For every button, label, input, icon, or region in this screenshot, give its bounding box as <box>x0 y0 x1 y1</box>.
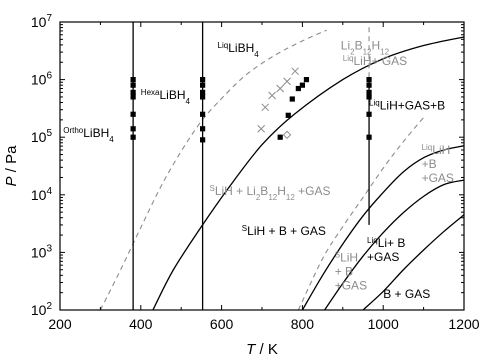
cross-point <box>283 77 291 86</box>
square-point <box>200 126 206 132</box>
x-axis-ticks: 200 400 600 800 1000 1200 <box>48 22 480 332</box>
square-point <box>366 134 372 140</box>
diamond-point <box>282 130 292 140</box>
square-point <box>130 89 136 95</box>
x-tick-label: 400 <box>129 316 153 332</box>
square-point <box>130 82 136 88</box>
data-points <box>130 67 372 143</box>
region-label-liq-lih-b-gas-gray: +B <box>422 157 437 171</box>
x-axis-label: T / K <box>246 341 278 358</box>
square-point <box>366 82 372 88</box>
solid-phase-boundary <box>301 145 464 310</box>
cross-point <box>268 91 276 100</box>
square-point <box>366 77 372 83</box>
region-label-s-lih-b-gas-gray: + B <box>335 264 353 278</box>
square-point <box>130 77 136 83</box>
square-point <box>285 112 291 118</box>
transition-lines <box>132 22 370 310</box>
cross-point <box>261 103 270 112</box>
x-tick-label: 1000 <box>368 316 399 332</box>
phase-boundary-curves <box>99 24 464 310</box>
solid-phase-boundary <box>324 179 464 310</box>
y-tick-label: 103 <box>31 243 53 260</box>
square-point <box>200 94 206 100</box>
region-label-s-lih-li2b12h12: SLiH + Li2B12H12 +GAS <box>209 183 330 201</box>
y-tick-label: 106 <box>31 71 53 88</box>
region-labels: OrthoLiBH4HexaLiBH4LiqLiBH4Li2B12H12LiqL… <box>63 39 454 302</box>
square-point <box>200 89 206 95</box>
dashed-phase-boundary <box>99 29 327 310</box>
x-tick-label: 1200 <box>448 316 479 332</box>
square-point <box>277 134 283 140</box>
x-tick-label: 600 <box>210 316 234 332</box>
region-label-liq-lih-gas-b: LiqLiH+GAS+B <box>369 98 445 113</box>
x-tick-label: 200 <box>48 316 72 332</box>
cross-point <box>291 67 299 76</box>
region-label-liq-libh4: LiqLiBH4 <box>218 41 260 59</box>
square-point <box>200 77 206 83</box>
region-label-liq-lih-gas-1: LiqLiH+ GAS <box>343 53 407 68</box>
square-point <box>130 111 136 117</box>
region-label-ortho: OrthoLiBH4 <box>63 126 114 144</box>
region-label-liq-lih-b-gas-gray: LiqLiH <box>422 143 451 158</box>
square-point <box>366 111 372 117</box>
square-point <box>130 126 136 132</box>
region-label-s-lih-b-gas-gray: SLiH <box>335 250 358 265</box>
square-point <box>200 111 206 117</box>
region-label-liq-li-b-gas: +GAS <box>367 250 399 264</box>
region-label-liq-li-b-gas: LiqLi+ B <box>367 235 405 250</box>
square-point <box>289 96 295 102</box>
region-label-s-lih-b-gas: SLiH + B + GAS <box>242 224 326 239</box>
region-label-li2b12h12: Li2B12H12 <box>341 39 390 57</box>
region-label-liq-lih-b-gas-gray: +GAS <box>422 171 454 185</box>
x-tick-label: 800 <box>291 316 315 332</box>
square-point <box>130 134 136 140</box>
solid-phase-boundary <box>152 36 464 310</box>
square-point <box>366 94 372 100</box>
square-point <box>200 82 206 88</box>
y-tick-label: 102 <box>31 301 53 318</box>
cross-point <box>276 84 285 93</box>
square-point <box>303 77 310 83</box>
y-axis-label: P / Pa <box>3 145 20 187</box>
square-point <box>299 82 305 88</box>
square-point <box>130 94 136 100</box>
region-label-hexa: HexaLiBH4 <box>141 88 191 106</box>
region-label-s-lih-b-gas-gray: +GAS <box>335 278 367 292</box>
dashed-phase-boundary <box>297 117 425 310</box>
square-point <box>366 89 372 95</box>
solid-phase-boundary <box>362 214 464 310</box>
y-axis-ticks: 102 103 104 105 106 107 <box>31 13 464 318</box>
y-tick-label: 107 <box>31 13 53 30</box>
cross-point <box>257 124 266 133</box>
region-label-b-gas: B + GAS <box>383 287 430 301</box>
y-tick-label: 105 <box>31 128 53 145</box>
square-point <box>200 137 206 143</box>
square-point <box>295 85 301 92</box>
y-tick-label: 104 <box>31 186 53 203</box>
